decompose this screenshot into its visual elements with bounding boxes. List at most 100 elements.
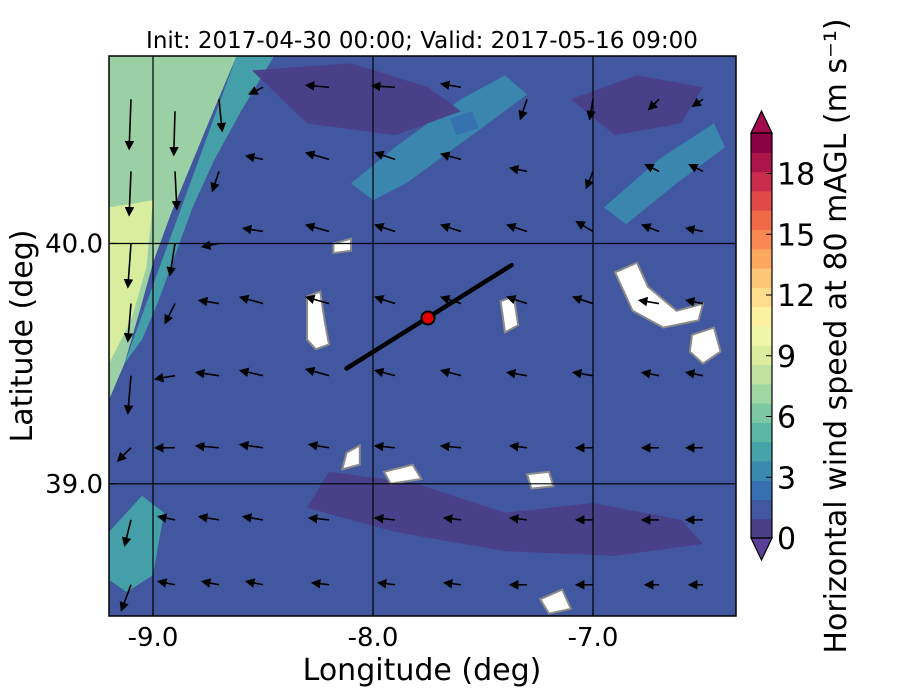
wind-vector <box>508 441 528 452</box>
wind-vector <box>197 296 220 307</box>
masked-area <box>382 463 424 485</box>
wind-vector <box>439 441 462 452</box>
wind-vector <box>304 222 330 233</box>
wind-vector <box>373 513 396 524</box>
wind-vector <box>442 514 462 524</box>
wind-vector <box>164 303 176 325</box>
x-axis-label: Longitude (deg) <box>303 653 542 688</box>
wind-vector <box>244 578 264 588</box>
wind-vector <box>238 440 264 451</box>
masked-area <box>340 443 361 471</box>
wind-vector <box>197 513 220 523</box>
wind-vector <box>508 164 528 175</box>
wind-vector <box>304 150 330 161</box>
wind-vector <box>238 367 264 377</box>
gridlines <box>109 56 736 616</box>
wind-vector <box>123 375 134 415</box>
wind-vector <box>248 86 264 95</box>
colorbar-tick-label: 18 <box>777 158 815 193</box>
wind-vector <box>376 578 396 589</box>
wind-vector <box>310 578 330 589</box>
colorbar-segment <box>751 268 772 288</box>
wind-vector <box>442 578 462 589</box>
masked-area <box>613 261 705 329</box>
masked-area <box>332 237 352 255</box>
colorbar-segment <box>751 499 772 520</box>
wind-vector <box>238 294 264 305</box>
colorbar-extend-max <box>750 109 773 134</box>
wind-vector <box>370 81 396 92</box>
colorbar-label: Horizontal wind speed at 80 mAGL (m s⁻¹) <box>819 18 854 653</box>
wind-vector <box>121 519 132 548</box>
colorbar-tick-label: 9 <box>777 340 796 375</box>
wind-vector <box>244 152 264 163</box>
wind-vector <box>156 513 176 523</box>
wind-speed-region <box>604 123 725 225</box>
wind-vector <box>304 81 330 91</box>
colorbar-segment <box>751 364 772 385</box>
wind-vector <box>119 584 132 612</box>
wind-vector <box>304 294 330 305</box>
colorbar-segment <box>751 460 772 481</box>
wind-speed-region <box>351 75 527 201</box>
wind-vector <box>688 163 704 173</box>
wind-vector <box>684 369 704 379</box>
colorbar-segment <box>751 441 772 462</box>
wind-vector <box>637 296 660 307</box>
wind-vectors <box>116 80 704 612</box>
wind-vector <box>307 441 330 451</box>
masked-area <box>525 470 555 490</box>
wind-vector <box>124 99 135 151</box>
colorbar-tick-label: 0 <box>777 522 796 557</box>
plot-frame <box>108 55 737 617</box>
wind-vector <box>171 171 182 211</box>
y-axis-label: Latitude (deg) <box>5 230 40 443</box>
wind-speed-region <box>124 56 275 364</box>
colorbar-segment <box>751 287 772 308</box>
wind-vector <box>123 303 134 343</box>
colorbar-segment <box>751 190 772 211</box>
wind-vector <box>200 240 220 250</box>
colorbar-segment <box>751 152 772 173</box>
wind-vector <box>644 163 660 173</box>
wind-speed-region <box>571 75 703 136</box>
masked-areas <box>306 237 722 615</box>
wind-speed-region <box>109 56 237 400</box>
wind-vector <box>571 369 594 379</box>
wind-speed-region <box>109 495 164 592</box>
y-tick-label: 40.0 <box>45 229 103 259</box>
colorbar-ticks: 0 3 6 9 12 15 18 <box>766 158 815 557</box>
wind-vector <box>153 372 176 383</box>
y-axis-ticks: 39.0 40.0 <box>45 229 116 500</box>
wind-vector <box>307 513 330 524</box>
wind-vector <box>373 150 396 161</box>
wind-vector <box>684 297 704 307</box>
x-tick-label: -8.0 <box>348 623 399 653</box>
wind-vector <box>684 225 704 235</box>
colorbar-segment <box>751 306 772 327</box>
wind-vector <box>505 295 528 305</box>
colorbar-tick-label: 6 <box>777 401 796 436</box>
wind-vector <box>584 171 594 190</box>
wind-vector <box>508 514 528 524</box>
wind-speed-region <box>450 111 479 136</box>
wind-vector <box>169 111 179 157</box>
wind-vector <box>373 295 396 305</box>
masked-area <box>499 294 520 334</box>
wind-speed-region <box>252 63 461 136</box>
wind-vector <box>439 367 462 378</box>
wind-vector <box>200 578 220 588</box>
masked-area <box>538 588 573 615</box>
wind-vector <box>116 447 132 463</box>
colorbar-segment <box>751 383 772 404</box>
wind-vector <box>373 222 396 233</box>
plot-area <box>108 55 737 617</box>
y-tick-label: 39.0 <box>45 470 103 500</box>
colorbar-tick-label: 12 <box>777 279 815 314</box>
wind-vector <box>439 151 462 161</box>
colorbar-segment <box>751 171 772 192</box>
wind-vector <box>691 97 704 108</box>
colorbar-segment <box>751 422 772 443</box>
wind-vector <box>373 441 396 452</box>
